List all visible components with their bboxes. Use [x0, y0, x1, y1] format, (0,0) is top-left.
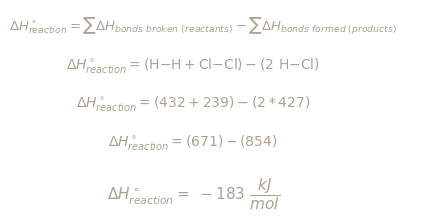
Text: $\Delta H^\circ_{reaction} = (432 + 239) - (2 * 427)$: $\Delta H^\circ_{reaction} = (432 + 239)… — [76, 94, 310, 113]
Text: $\Delta H^\circ_{reaction} = \left(\mathrm{H{-}H + Cl{-}Cl}\right) - \left(\math: $\Delta H^\circ_{reaction} = \left(\math… — [66, 56, 320, 75]
Text: $\Delta H^\circ_{reaction} = \sum \Delta H_{bonds\ broken\ (reactants)} - \sum \: $\Delta H^\circ_{reaction} = \sum \Delta… — [9, 16, 397, 37]
Text: $\Delta H^\circ_{reaction} = \ -183\ \dfrac{kJ}{mol}$: $\Delta H^\circ_{reaction} = \ -183\ \df… — [106, 177, 279, 212]
Text: $\Delta H^\circ_{reaction} = (671) - (854)$: $\Delta H^\circ_{reaction} = (671) - (85… — [108, 133, 278, 152]
